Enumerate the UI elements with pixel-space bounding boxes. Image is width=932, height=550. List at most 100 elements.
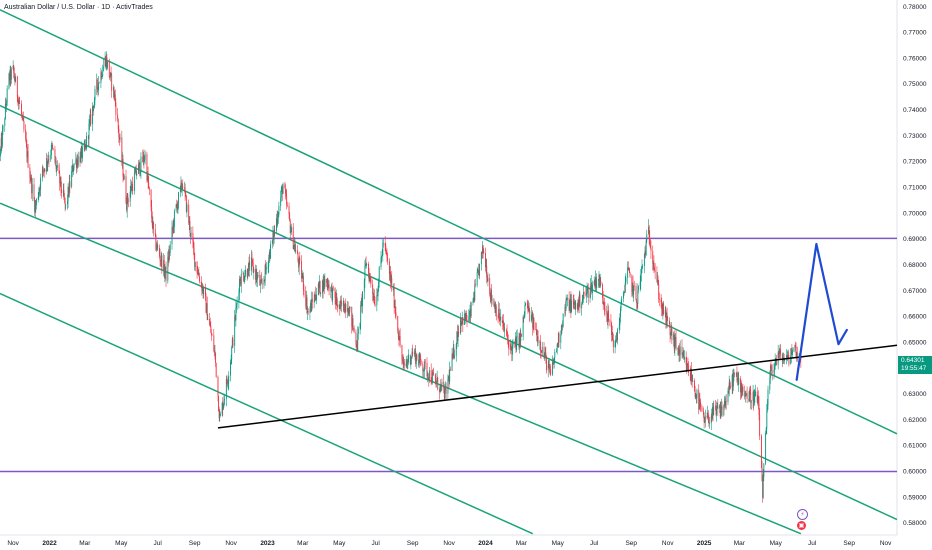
down-candle xyxy=(29,167,31,178)
up-candle xyxy=(270,244,271,259)
up-candle xyxy=(167,256,169,281)
up-candle xyxy=(637,286,639,291)
up-candle xyxy=(596,280,598,289)
down-candle xyxy=(687,363,689,366)
price-tick-label: 0.67000 xyxy=(903,288,927,295)
up-candle xyxy=(673,333,675,341)
up-candle xyxy=(382,243,384,255)
up-candle xyxy=(59,177,61,184)
up-candle xyxy=(242,273,244,275)
up-candle xyxy=(89,120,91,124)
down-candle xyxy=(485,252,486,268)
up-candle xyxy=(625,277,627,283)
down-candle xyxy=(482,245,484,252)
up-candle xyxy=(510,343,512,350)
up-candle xyxy=(583,292,584,299)
down-candle xyxy=(786,355,788,359)
up-candle xyxy=(138,162,140,165)
up-candle xyxy=(377,290,379,296)
up-candle xyxy=(378,281,380,291)
up-candle xyxy=(704,416,706,423)
down-candle xyxy=(568,297,570,311)
up-candle xyxy=(225,379,227,399)
down-candle xyxy=(351,306,353,327)
up-candle xyxy=(514,338,516,344)
down-candle xyxy=(557,344,559,347)
down-candle xyxy=(402,361,404,363)
horizontal-levels xyxy=(0,237,897,473)
up-candle xyxy=(94,89,96,101)
up-candle xyxy=(71,171,73,187)
down-candle xyxy=(570,298,572,312)
up-candle xyxy=(444,387,446,399)
down-candle xyxy=(757,396,759,404)
down-candle xyxy=(255,269,257,280)
down-candle xyxy=(565,307,567,309)
down-candle xyxy=(403,362,405,366)
down-candle xyxy=(69,181,71,187)
up-candle xyxy=(547,365,549,371)
up-candle xyxy=(381,255,383,258)
down-candle xyxy=(495,306,497,317)
up-candle xyxy=(280,189,282,198)
up-candle xyxy=(639,282,641,287)
down-candle xyxy=(118,136,120,140)
down-candle xyxy=(232,338,234,346)
up-candle xyxy=(4,103,6,120)
down-candle xyxy=(48,159,50,161)
down-candle xyxy=(147,172,149,183)
down-candle xyxy=(734,372,736,374)
down-candle xyxy=(16,76,18,97)
down-candle xyxy=(217,377,219,396)
down-candle xyxy=(671,329,673,341)
down-candle xyxy=(473,297,475,301)
price-tick-label: 0.71000 xyxy=(903,184,927,191)
up-candle xyxy=(459,319,461,334)
up-candle xyxy=(51,144,53,146)
up-candle xyxy=(451,354,453,371)
up-candle xyxy=(305,297,307,306)
down-candle xyxy=(1,138,3,146)
channel-line xyxy=(0,292,534,535)
down-candle xyxy=(666,312,668,321)
price-tick-label: 0.69000 xyxy=(903,236,927,243)
up-candle xyxy=(399,335,400,341)
down-candle xyxy=(251,257,253,260)
up-candle xyxy=(640,269,642,274)
up-candle xyxy=(381,254,383,256)
down-candle xyxy=(115,102,117,115)
up-candle xyxy=(240,273,242,286)
down-candle xyxy=(151,206,153,219)
up-candle xyxy=(248,261,250,264)
down-candle xyxy=(13,65,15,73)
down-candle xyxy=(315,298,317,301)
down-candle xyxy=(106,57,108,68)
up-candle xyxy=(465,313,467,320)
up-candle xyxy=(621,298,623,303)
up-candle xyxy=(449,369,451,382)
lightning-icon[interactable]: ⚡ xyxy=(797,509,808,520)
time-tick-label: Jul xyxy=(371,540,380,547)
down-candle xyxy=(373,295,375,305)
down-candle xyxy=(21,103,22,115)
time-tick-label: Nov xyxy=(225,540,237,547)
calendar-icon[interactable]: ▣ xyxy=(797,521,806,530)
down-candle xyxy=(600,281,602,285)
down-candle xyxy=(610,320,612,323)
up-candle xyxy=(796,352,798,357)
up-candle xyxy=(309,309,311,313)
down-candle xyxy=(549,369,551,370)
up-candle xyxy=(741,387,743,393)
up-candle xyxy=(113,87,114,91)
down-candle xyxy=(511,348,513,355)
down-candle xyxy=(181,182,182,190)
up-candle xyxy=(599,281,601,288)
down-candle xyxy=(514,342,516,344)
time-tick-label: Jul xyxy=(590,540,599,547)
down-candle xyxy=(602,284,604,298)
down-candle xyxy=(412,351,414,355)
down-candle xyxy=(68,187,70,196)
price-tick-label: 0.74000 xyxy=(903,107,927,114)
up-candle xyxy=(224,398,225,401)
